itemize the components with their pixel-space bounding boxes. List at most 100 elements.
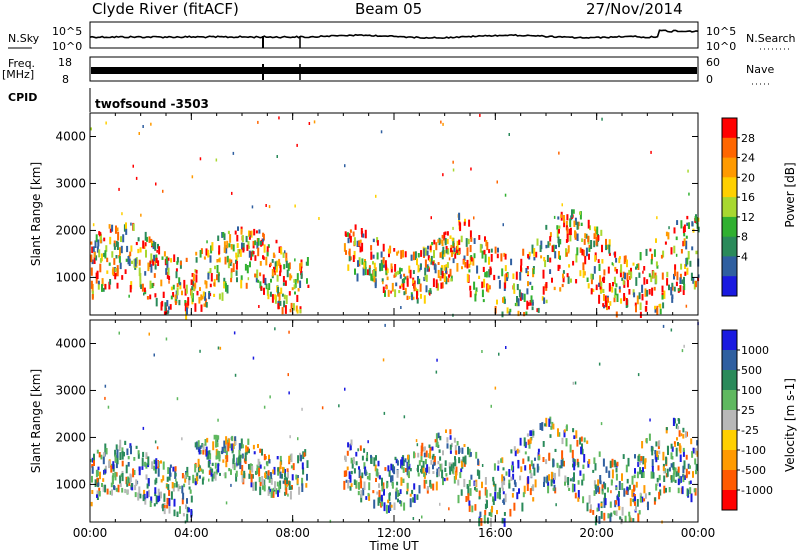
y-tick-label: 2000 [55, 430, 86, 444]
data-cell [504, 493, 507, 503]
data-cell [457, 494, 460, 504]
data-cell [508, 469, 511, 477]
data-cell [272, 469, 275, 474]
data-cell [345, 250, 347, 255]
data-cell [573, 435, 576, 439]
data-cell [274, 481, 276, 490]
data-cell [656, 216, 658, 220]
data-cell [348, 233, 351, 239]
data-cell [489, 493, 492, 497]
data-cell [289, 435, 291, 439]
data-cell [672, 417, 675, 426]
colorbar-segment [722, 157, 737, 178]
data-cell [93, 453, 95, 463]
data-cell [177, 484, 180, 492]
data-cell [370, 245, 373, 251]
data-cell [379, 263, 382, 272]
data-cell [272, 490, 275, 498]
data-cell [689, 465, 691, 469]
data-cell [478, 235, 481, 240]
data-cell [108, 224, 111, 229]
data-cell [637, 461, 640, 467]
data-cell [670, 328, 673, 332]
data-cell [439, 252, 442, 258]
data-cell [276, 260, 279, 267]
data-cell [611, 262, 614, 266]
data-cell [469, 285, 472, 291]
data-cell [545, 224, 548, 230]
data-cell [691, 221, 694, 227]
data-cell [372, 261, 374, 265]
data-cell [119, 262, 122, 270]
data-cell [199, 445, 202, 449]
data-cell [262, 482, 264, 490]
data-cell [491, 506, 493, 513]
data-cell [679, 454, 682, 462]
data-cell [543, 481, 545, 487]
data-cell [183, 483, 186, 488]
data-cell [248, 230, 250, 237]
data-cell [439, 502, 441, 506]
data-cell [682, 473, 685, 483]
data-cell [401, 464, 404, 470]
data-cell [110, 482, 113, 488]
data-cell [453, 475, 456, 484]
data-cell [190, 509, 193, 518]
data-cell [225, 501, 228, 505]
data-cell [559, 239, 562, 245]
data-cell [217, 435, 220, 440]
data-cell [386, 268, 389, 274]
data-cell [329, 519, 332, 523]
data-cell [531, 306, 534, 311]
data-cell [396, 469, 399, 478]
data-cell [676, 271, 679, 281]
data-cell [160, 279, 163, 287]
data-cell [152, 240, 155, 250]
data-cell [275, 488, 278, 495]
data-cell [671, 456, 674, 460]
data-cell [472, 258, 475, 266]
data-cell [590, 273, 593, 280]
data-cell [641, 496, 644, 503]
data-cell [496, 253, 499, 259]
data-cell [144, 496, 147, 505]
data-cell [406, 461, 409, 469]
data-cell [257, 247, 260, 257]
data-cell [685, 235, 688, 239]
data-cell [603, 500, 606, 508]
data-cell [284, 479, 287, 486]
data-cell [477, 458, 480, 465]
data-cell [667, 232, 670, 240]
data-cell [501, 457, 504, 464]
data-cell [138, 259, 141, 266]
data-cell [418, 278, 421, 284]
data-cell [673, 273, 675, 280]
data-cell [482, 299, 485, 303]
data-cell [593, 457, 596, 464]
data-cell [520, 258, 523, 266]
data-cell [481, 481, 483, 489]
data-cell [567, 477, 570, 485]
data-cell [360, 228, 363, 235]
data-cell [502, 297, 504, 303]
data-cell [112, 472, 115, 478]
data-cell [366, 452, 368, 455]
data-cell [232, 454, 235, 463]
data-cell [147, 262, 150, 272]
data-cell [378, 490, 381, 498]
data-cell [541, 422, 544, 431]
data-cell [104, 484, 107, 493]
data-cell [402, 281, 405, 290]
data-cell [573, 483, 576, 492]
data-cell [106, 270, 109, 274]
data-cell [202, 450, 205, 455]
data-cell [682, 465, 685, 474]
data-cell [216, 442, 219, 447]
data-cell [262, 232, 265, 237]
data-cell [442, 122, 444, 126]
data-cell [468, 504, 471, 512]
data-cell [383, 502, 386, 512]
data-cell [363, 262, 366, 269]
data-cell [528, 444, 531, 449]
